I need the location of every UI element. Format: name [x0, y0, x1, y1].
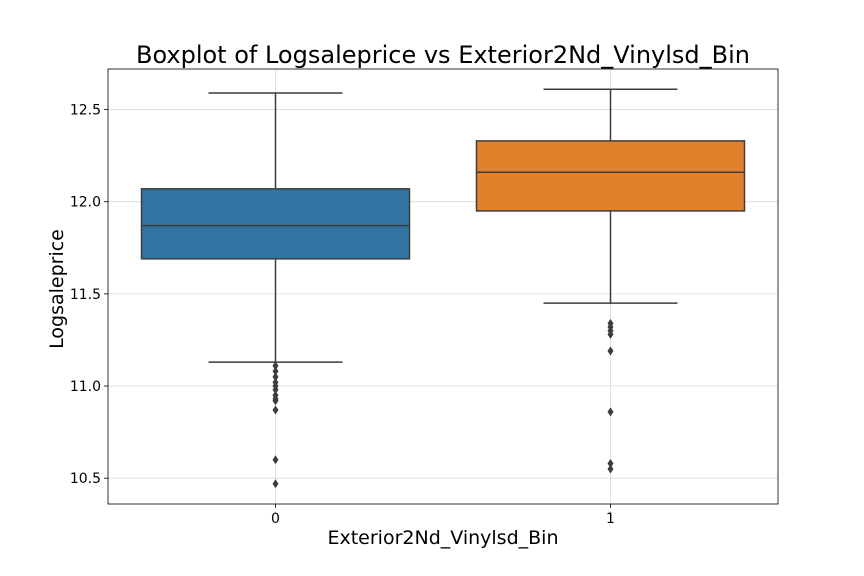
outlier-point: [272, 479, 279, 489]
outlier-point: [607, 464, 614, 474]
outlier-point: [607, 407, 614, 417]
x-tick-label: 0: [271, 511, 280, 527]
box-plots: [140, 88, 746, 489]
y-axis-label: Logsaleprice: [46, 229, 68, 349]
grid: [108, 69, 778, 504]
box-iqr: [475, 140, 746, 212]
outlier-point: [272, 455, 279, 465]
outlier-point: [607, 346, 614, 356]
box-group-1: [475, 88, 746, 474]
y-tick-label: 12.5: [70, 103, 101, 119]
box-iqr: [140, 188, 411, 260]
outlier-point: [272, 361, 279, 371]
ticks: 10.5 11.0 11.5 12.0 12.5 0 1: [70, 103, 615, 527]
outlier-point: [272, 372, 279, 382]
y-tick-label: 11.5: [70, 287, 101, 303]
plot-frame: [107, 68, 779, 505]
outlier-point: [272, 396, 279, 406]
outlier-point: [272, 385, 279, 395]
chart-title: Boxplot of Logsaleprice vs Exterior2Nd_V…: [136, 41, 750, 69]
y-tick-label: 12.0: [70, 195, 101, 211]
x-tick-label: 1: [606, 511, 615, 527]
outlier-point: [607, 458, 614, 468]
outlier-point: [272, 405, 279, 415]
box-group-0: [140, 92, 411, 489]
y-tick-label: 11.0: [70, 379, 101, 395]
y-tick-label: 10.5: [70, 471, 101, 487]
outlier-point: [607, 329, 614, 339]
outlier-point: [272, 366, 279, 376]
x-axis-label: Exterior2Nd_Vinylsd_Bin: [327, 527, 558, 549]
